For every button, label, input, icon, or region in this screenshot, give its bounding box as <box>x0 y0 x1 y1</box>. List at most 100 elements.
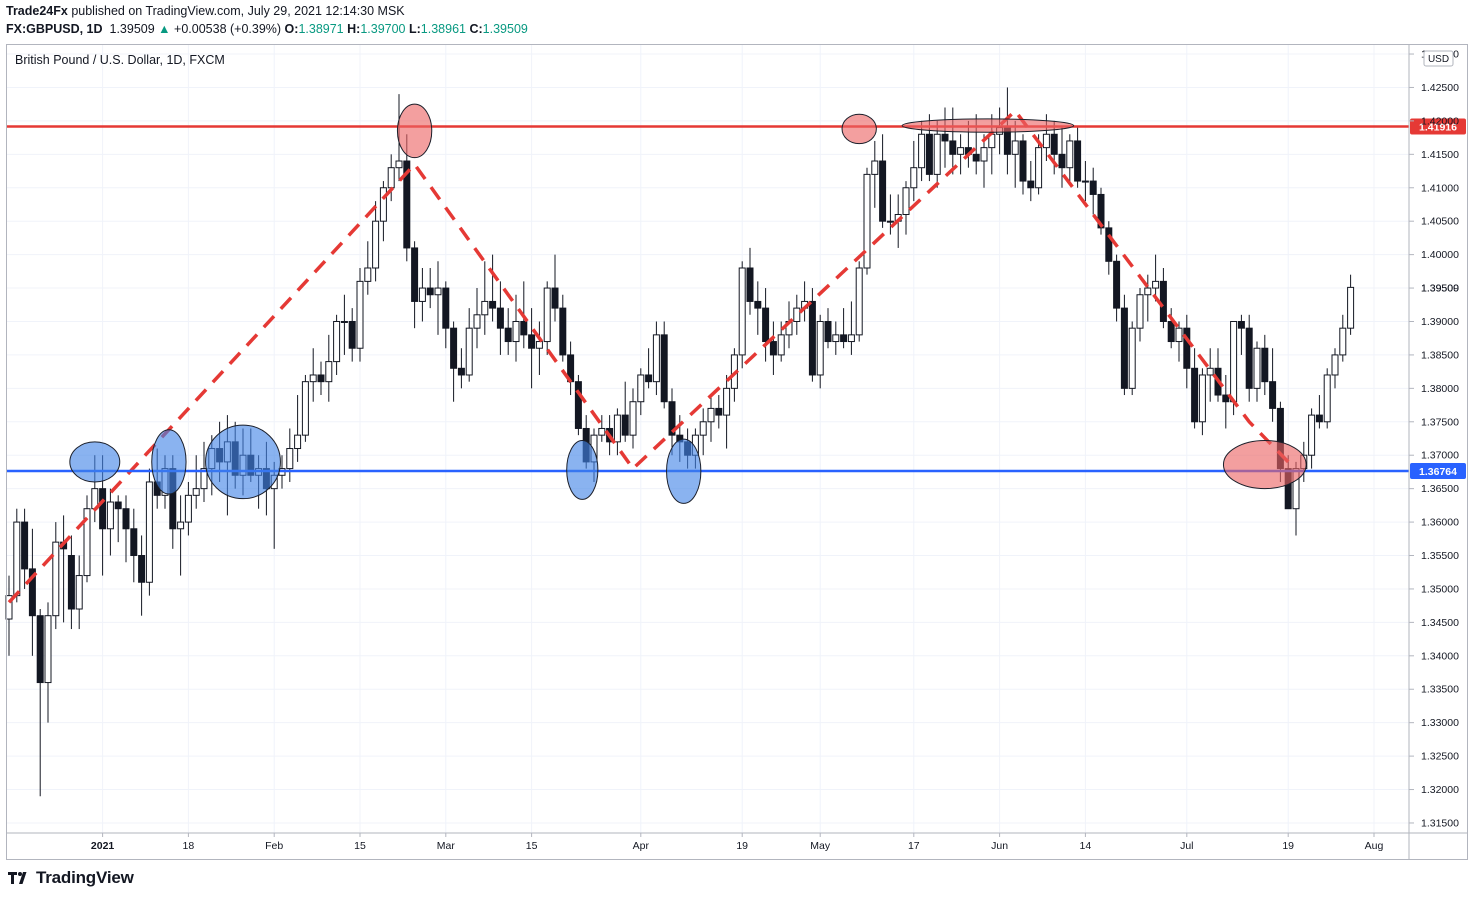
candle-body <box>309 374 317 383</box>
candle-body <box>489 300 497 309</box>
candle-body <box>1269 381 1277 409</box>
support-price-label: 1.36764 <box>1419 466 1457 478</box>
y-tick-label: 1.36500 <box>1421 483 1459 495</box>
candle-body <box>1058 153 1066 169</box>
candle-body <box>1035 147 1043 189</box>
candle-body <box>871 160 879 175</box>
y-tick-label: 1.36000 <box>1421 517 1459 529</box>
candle-body <box>192 488 200 496</box>
candle-body <box>738 267 746 356</box>
candle-body <box>652 334 660 383</box>
horizontal-lines[interactable]: 1.41916 1.36764 1.39509 <box>6 118 1466 479</box>
x-tick-label: 18 <box>183 840 195 852</box>
candle-body <box>660 334 668 403</box>
brand-name: TradingView <box>36 868 134 887</box>
blue-zone-marker <box>566 440 599 500</box>
x-tick-label: 14 <box>1080 840 1092 852</box>
price-change: +0.00538 (+0.39%) <box>174 22 282 36</box>
close-label: C: <box>469 22 483 36</box>
y-tick-label: 1.39000 <box>1421 316 1459 328</box>
candle-body <box>863 173 871 269</box>
y-tick-label: 1.32000 <box>1421 784 1459 796</box>
candle-body <box>754 300 762 309</box>
candle-body <box>840 334 848 343</box>
candle-body <box>379 187 387 222</box>
candle-body <box>1167 320 1175 343</box>
y-tick-label: 1.40500 <box>1421 216 1459 228</box>
candle-body <box>83 508 91 577</box>
axes: 1.430001.425001.420001.415001.410001.405… <box>6 44 1468 860</box>
low-label: L: <box>408 22 421 36</box>
candle-body <box>99 488 107 530</box>
y-tick-label: 1.31500 <box>1421 817 1459 829</box>
candle-body <box>317 374 325 383</box>
candle-body <box>645 374 653 383</box>
candle-body <box>184 494 192 523</box>
candle-body <box>1331 354 1339 376</box>
y-tick-label: 1.42500 <box>1421 82 1459 94</box>
candle-body <box>933 133 941 175</box>
candle-body <box>138 555 146 583</box>
candle-body <box>1175 327 1183 343</box>
candle-body <box>106 501 114 530</box>
candle-body <box>972 153 980 162</box>
x-tick-label: Aug <box>1365 840 1384 852</box>
x-tick-label: 2021 <box>91 840 115 852</box>
y-tick-label: 1.37500 <box>1421 416 1459 428</box>
candle-body <box>348 320 356 349</box>
candle-body <box>1339 327 1347 356</box>
x-tick-label: May <box>810 840 831 852</box>
candle-body <box>294 434 302 450</box>
candle-body <box>707 407 715 423</box>
x-tick-label: 19 <box>736 840 748 852</box>
symbol-info: FX:GBPUSD, 1D 1.39509 ▲ +0.00538 (+0.39%… <box>6 22 528 36</box>
candle-body <box>543 287 551 343</box>
candle-body <box>1074 140 1082 182</box>
candle-body <box>551 287 559 309</box>
candle-body <box>1308 414 1316 456</box>
red-zone-marker <box>396 103 433 159</box>
candle-body <box>145 481 153 583</box>
candle-body <box>434 287 442 296</box>
candle-body <box>980 147 988 162</box>
candle-body <box>699 421 707 436</box>
candle-body <box>67 555 75 610</box>
candle-body <box>847 334 855 343</box>
footer-brand[interactable]: TradingView <box>8 868 134 888</box>
candle-body <box>925 133 933 175</box>
candle-body <box>1066 140 1074 169</box>
candle-body <box>559 307 567 356</box>
candle-body <box>301 381 309 436</box>
candle-body <box>957 147 965 155</box>
x-tick-label: 15 <box>354 840 366 852</box>
publisher-name[interactable]: Trade24Fx <box>6 4 68 18</box>
candle-body <box>1128 327 1136 389</box>
candle-body <box>340 320 348 323</box>
red-zone-marker <box>901 118 1075 133</box>
open-label: O: <box>284 22 299 36</box>
candle-body <box>333 320 341 363</box>
candle-body <box>886 220 894 223</box>
candle-body <box>832 334 840 343</box>
arrow-up-icon: ▲ <box>158 22 171 36</box>
candle-body <box>1105 227 1113 262</box>
currency-label: USD <box>1428 54 1449 65</box>
candle-body <box>902 187 910 216</box>
candle-body <box>918 133 926 169</box>
candle-body <box>520 320 528 336</box>
high-label: H: <box>347 22 361 36</box>
x-tick-label: 17 <box>908 840 920 852</box>
blue-zone-marker <box>151 429 187 495</box>
candle-body <box>200 468 208 490</box>
published-text: published on TradingView.com, July 29, 2… <box>71 4 405 18</box>
candle-body <box>1261 347 1269 383</box>
red-zone-marker <box>841 113 877 145</box>
x-tick-label: 15 <box>526 840 538 852</box>
open-value: 1.38971 <box>298 22 344 36</box>
candle-body <box>1120 307 1128 389</box>
x-tick-label: Jun <box>991 840 1008 852</box>
candle-body <box>372 220 380 269</box>
candle-body <box>629 401 637 436</box>
candle-body <box>325 361 333 383</box>
